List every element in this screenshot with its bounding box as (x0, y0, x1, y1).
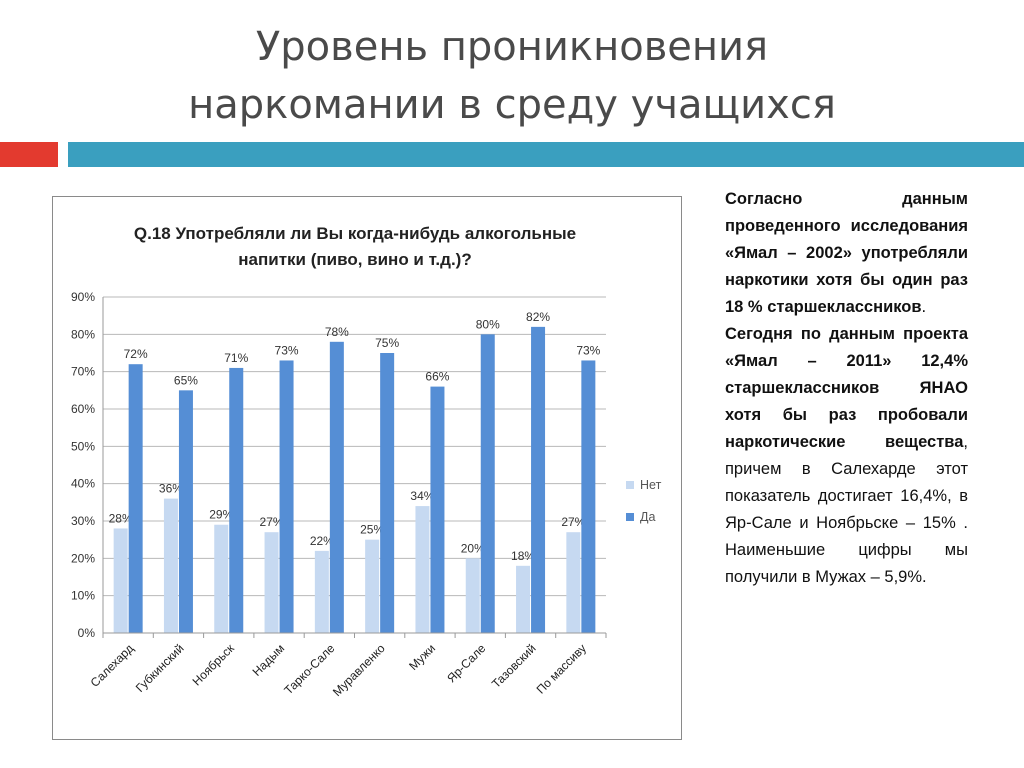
y-tick-label: 0% (78, 626, 96, 640)
bar-net (264, 532, 279, 633)
x-category-label: Мужи (406, 641, 438, 673)
x-category-label: Ноябрьск (190, 641, 238, 689)
bar-da (581, 360, 596, 633)
side-paragraph-1: Согласно данным проведенного исследовани… (725, 186, 968, 321)
bar-net (465, 558, 480, 633)
y-tick-label: 80% (71, 327, 95, 341)
legend-swatch-net (626, 481, 634, 489)
bar-net (415, 506, 430, 633)
side-paragraph-2: Сегодня по данным проекта «Ямал – 2011» … (725, 321, 968, 591)
data-label: 82% (526, 310, 550, 324)
x-category-label: Муравленко (330, 641, 388, 699)
x-category-label: Салехард (88, 641, 137, 690)
data-label: 25% (360, 523, 384, 537)
slide-title: Уровень проникновения наркомании в среду… (0, 18, 1024, 134)
side-text: Согласно данным проведенного исследовани… (725, 186, 968, 591)
bar-da (480, 334, 495, 633)
bar-da (128, 364, 143, 633)
y-tick-label: 90% (71, 290, 95, 304)
y-tick-label: 20% (71, 551, 95, 565)
data-label: 75% (375, 336, 399, 350)
data-label: 73% (576, 343, 600, 357)
title-line-2: наркомании в среду учащихся (188, 82, 836, 128)
bar-net (365, 539, 380, 633)
side-paragraph-2-bold: Сегодня по данным проекта «Ямал – 2011» … (725, 325, 968, 451)
chart-title-line-1: Q.18 Употребляли ли Вы когда-нибудь алко… (134, 224, 576, 243)
bar-net (314, 550, 329, 633)
data-label: 80% (476, 317, 500, 331)
legend-label: Нет (640, 478, 662, 492)
chart-title-line-2: напитки (пиво, вино и т.д.)? (238, 250, 471, 269)
data-label: 72% (124, 347, 148, 361)
y-tick-label: 40% (71, 477, 95, 491)
bar-net (163, 498, 178, 633)
accent-bar-blue (68, 142, 1024, 167)
data-label: 66% (425, 370, 449, 384)
side-paragraph-1-end: . (921, 298, 927, 316)
bar-net (566, 532, 581, 633)
bar-da (229, 367, 244, 633)
data-label: 28% (109, 511, 133, 525)
y-tick-label: 70% (71, 365, 95, 379)
data-label: 65% (174, 373, 198, 387)
data-label: 78% (325, 325, 349, 339)
bar-da (178, 390, 193, 633)
data-label: 36% (159, 482, 183, 496)
y-tick-label: 50% (71, 439, 95, 453)
data-label: 29% (209, 508, 233, 522)
bar-net (214, 524, 229, 633)
x-category-label: Губкинский (133, 641, 187, 695)
data-label: 18% (511, 549, 535, 563)
y-tick-label: 60% (71, 402, 95, 416)
bar-net (516, 565, 531, 633)
data-label: 20% (461, 541, 485, 555)
bar-da (329, 341, 344, 633)
x-category-label: Тазовский (489, 641, 539, 691)
bar-da (380, 353, 395, 633)
data-label: 22% (310, 534, 334, 548)
chart-panel: Q.18 Употребляли ли Вы когда-нибудь алко… (52, 196, 682, 740)
side-paragraph-2-rest: , причем в Салехарде этот показатель дос… (725, 433, 968, 586)
bar-da (430, 386, 445, 633)
side-paragraph-1-text: Согласно данным проведенного исследовани… (725, 190, 968, 316)
data-label: 27% (260, 515, 284, 529)
x-category-label: Надым (250, 641, 288, 679)
title-line-1: Уровень проникновения (255, 24, 769, 70)
y-tick-label: 10% (71, 589, 95, 603)
bar-chart: Q.18 Употребляли ли Вы когда-нибудь алко… (71, 224, 662, 699)
data-label: 71% (224, 351, 248, 365)
x-category-label: По массиву (534, 641, 589, 696)
x-category-label: Яр-Сале (444, 641, 488, 685)
legend-label: Да (640, 510, 655, 524)
bar-net (113, 528, 128, 633)
data-label: 73% (275, 343, 299, 357)
bar-da (279, 360, 294, 633)
bar-da (531, 326, 546, 633)
accent-bar-red (0, 142, 58, 167)
legend-swatch-da (626, 513, 634, 521)
data-label: 34% (410, 489, 434, 503)
y-tick-label: 30% (71, 514, 95, 528)
data-label: 27% (561, 515, 585, 529)
